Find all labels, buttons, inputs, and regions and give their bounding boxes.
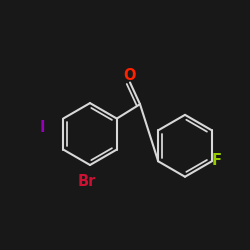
Text: I: I [39, 120, 45, 135]
Text: F: F [212, 153, 222, 168]
Text: Br: Br [78, 174, 96, 190]
Text: O: O [124, 68, 136, 83]
